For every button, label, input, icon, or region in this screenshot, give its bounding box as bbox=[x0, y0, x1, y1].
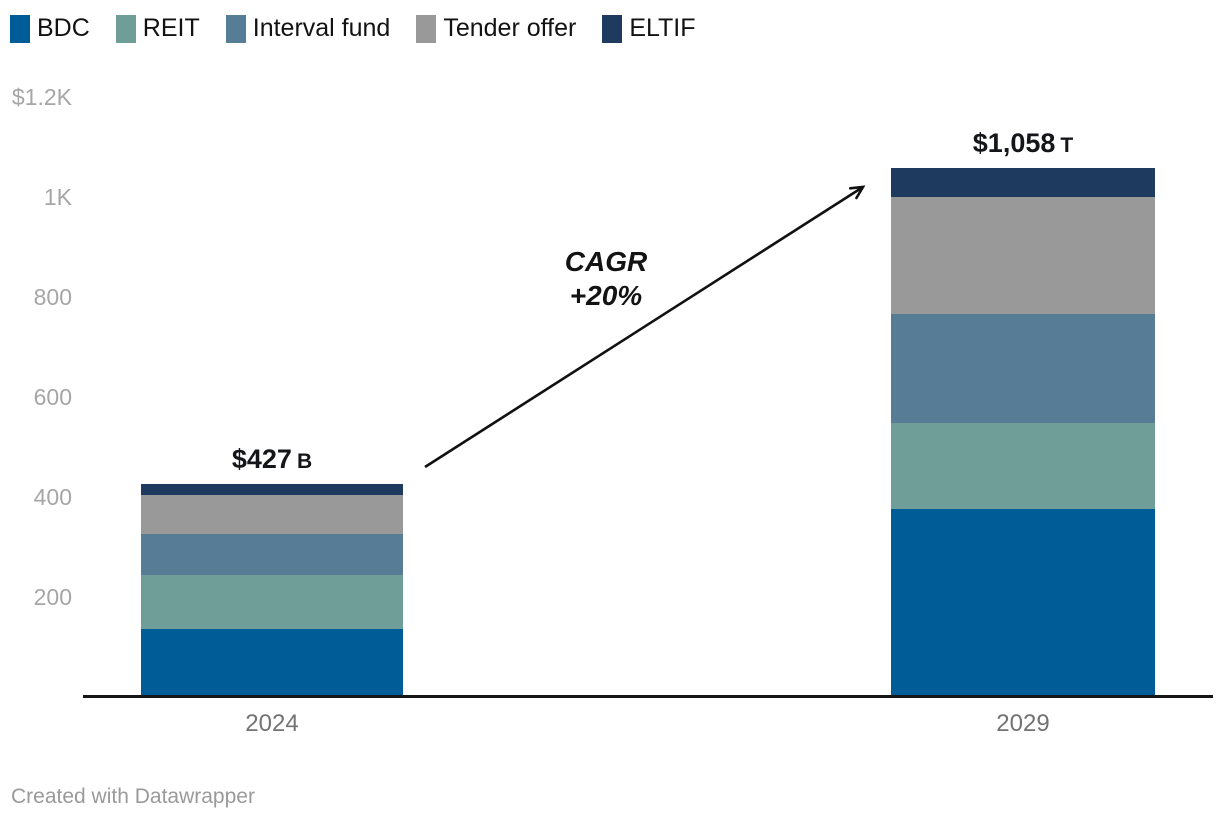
y-tick-label--1-2k: $1.2K bbox=[11, 84, 72, 110]
legend-item-reit: REIT bbox=[115, 14, 200, 43]
cagr-annotation-line1: CAGR bbox=[564, 246, 648, 277]
bar-2024-segment-bdc[interactable] bbox=[141, 629, 403, 697]
legend-item-eltif: ELTIF bbox=[602, 14, 696, 43]
legend-label-reit: REIT bbox=[142, 14, 200, 42]
cagr-annotation: CAGR +20% bbox=[565, 245, 647, 313]
bar-2029-segment-eltif[interactable] bbox=[891, 168, 1155, 197]
value-label-unit-2024: B bbox=[296, 449, 313, 473]
legend: BDC REIT Interval fund Tender offer ELTIF bbox=[10, 14, 696, 43]
value-label-2024: $427 B bbox=[232, 443, 312, 478]
legend-swatch-bdc bbox=[10, 14, 30, 43]
legend-label-eltif: ELTIF bbox=[629, 14, 696, 42]
value-label-number-2024: $427 bbox=[231, 443, 292, 474]
bar-2029-segment-tender-offer[interactable] bbox=[891, 196, 1155, 314]
y-tick-label-600: 600 bbox=[33, 384, 72, 410]
legend-item-interval-fund: Interval fund bbox=[225, 14, 391, 43]
y-tick-label-1k: 1K bbox=[43, 184, 72, 210]
bar-2029-segment-bdc[interactable] bbox=[891, 508, 1155, 697]
y-tick-label-800: 800 bbox=[33, 284, 72, 310]
y-tick-label-400: 400 bbox=[33, 484, 72, 510]
legend-item-bdc: BDC bbox=[10, 14, 90, 43]
bar-2029-segment-interval-fund[interactable] bbox=[891, 313, 1155, 423]
legend-item-tender-offer: Tender offer bbox=[416, 14, 576, 43]
attribution-text: Created with Datawrapper bbox=[11, 785, 255, 808]
bar-2024 bbox=[141, 483, 403, 697]
legend-label-bdc: BDC bbox=[37, 14, 90, 42]
x-tick-label-2029: 2029 bbox=[996, 710, 1050, 737]
x-tick-label-2024: 2024 bbox=[245, 710, 299, 737]
legend-label-tender-offer: Tender offer bbox=[443, 14, 577, 42]
bar-2029-segment-reit[interactable] bbox=[891, 422, 1155, 509]
bar-2029 bbox=[891, 168, 1155, 697]
legend-swatch-interval-fund bbox=[225, 14, 246, 43]
y-tick-label-200: 200 bbox=[33, 584, 72, 610]
bar-2024-segment-tender-offer[interactable] bbox=[141, 494, 403, 534]
value-label-number-2029: $1,058 bbox=[972, 128, 1056, 158]
bar-2024-segment-eltif[interactable] bbox=[141, 483, 403, 495]
legend-label-interval-fund: Interval fund bbox=[252, 14, 391, 42]
x-axis-line bbox=[83, 695, 1213, 698]
bar-2024-segment-interval-fund[interactable] bbox=[141, 534, 403, 575]
legend-swatch-tender-offer bbox=[416, 14, 437, 43]
growth-arrow-icon bbox=[424, 185, 866, 469]
legend-swatch-reit bbox=[115, 14, 136, 43]
bar-2024-segment-reit[interactable] bbox=[141, 574, 403, 629]
legend-swatch-eltif bbox=[602, 14, 623, 43]
cagr-annotation-line2: +20% bbox=[569, 280, 643, 311]
value-label-2029: $1,058 T bbox=[973, 127, 1073, 162]
value-label-unit-2029: T bbox=[1060, 134, 1074, 157]
